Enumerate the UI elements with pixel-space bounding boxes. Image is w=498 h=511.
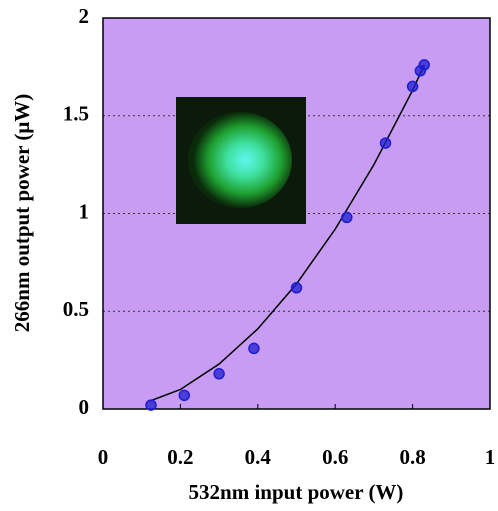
data-point bbox=[290, 282, 303, 294]
x-tick-label: 0.6 bbox=[322, 445, 348, 469]
x-axis-label: 532nm input power (W) bbox=[189, 480, 404, 504]
data-point bbox=[406, 80, 419, 93]
x-tick-label: 0.8 bbox=[399, 445, 425, 469]
x-tick-label: 0.4 bbox=[245, 445, 272, 469]
data-point bbox=[418, 59, 430, 71]
y-axis-label: 266nm output power (μW) bbox=[10, 94, 34, 332]
beam-spot bbox=[188, 112, 292, 208]
x-tick-label: 0.2 bbox=[167, 445, 193, 469]
data-point bbox=[145, 399, 157, 411]
data-point bbox=[248, 342, 260, 355]
x-tick-label: 1 bbox=[485, 445, 496, 469]
data-point bbox=[178, 389, 191, 402]
y-tick-label: 1.5 bbox=[63, 102, 89, 126]
y-tick-label: 2 bbox=[79, 4, 90, 28]
plot-frame bbox=[102, 17, 491, 410]
data-point bbox=[379, 137, 392, 149]
y-tick-label: 0.5 bbox=[63, 297, 89, 321]
data-point bbox=[341, 211, 353, 224]
data-point bbox=[213, 368, 225, 380]
y-tick-label: 1 bbox=[79, 199, 90, 223]
y-tick-label: 0 bbox=[79, 395, 90, 419]
x-tick-label: 0 bbox=[98, 445, 109, 469]
